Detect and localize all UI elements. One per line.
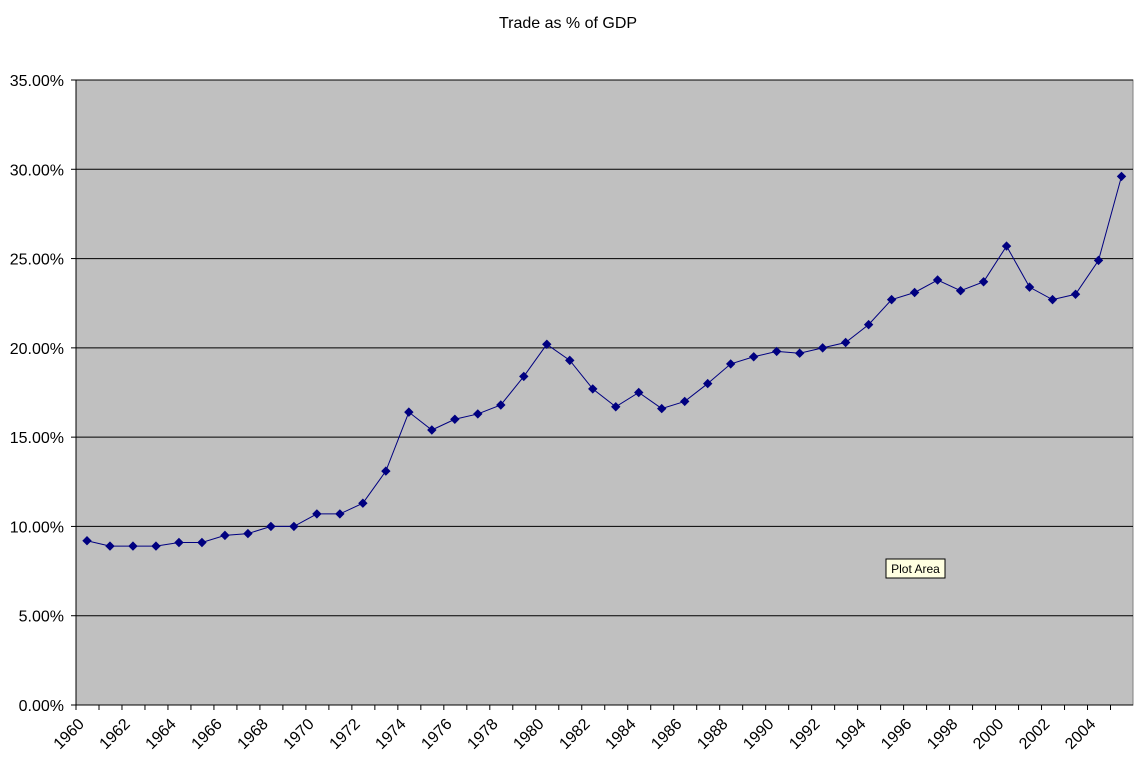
x-tick-label: 1972 [327,716,364,753]
data-point[interactable] [1047,294,1058,305]
x-tick-label: 1970 [281,716,318,753]
gridlines [76,79,1133,617]
data-point[interactable] [220,530,230,541]
data-point[interactable] [725,359,736,369]
x-tick-label: 1960 [51,716,88,753]
y-axis-ticks: 0.00% 5.00% 10.00% 15.00% 20.00% 25.00% 30.00%… [10,73,76,715]
data-point[interactable] [1070,289,1081,299]
data-point[interactable] [817,343,828,353]
x-tick-label: 1982 [556,716,593,753]
data-point[interactable] [702,378,713,389]
y-tick-label: 0.00% [19,698,64,715]
data-point[interactable] [266,521,276,532]
x-tick-label: 1968 [235,716,272,753]
data-point[interactable] [519,371,529,382]
data-point[interactable] [496,400,506,410]
data-point[interactable] [151,541,161,551]
data-point[interactable] [197,537,207,548]
x-tick-label: 1996 [878,716,915,753]
data-point[interactable] [932,275,943,285]
x-tick-label: 1990 [740,716,777,753]
y-tick-label: 5.00% [19,609,64,626]
data-point[interactable] [886,294,897,305]
x-tick-label: 1976 [418,716,455,753]
data-point[interactable] [1024,282,1035,292]
data-point[interactable] [863,319,874,330]
plot-area-tooltip: Plot Area [885,558,946,579]
y-tick-label: 25.00% [10,252,64,269]
data-point[interactable] [335,509,345,519]
data-point[interactable] [473,409,483,419]
data-point[interactable] [128,541,138,551]
series-trade-gdp [82,171,1127,551]
data-point[interactable] [427,425,437,435]
data-point[interactable] [634,387,644,398]
x-axis-ticks: 1960 1962 1964 1966 1968 1970 1972 1974 1976 1978… [51,705,1112,753]
y-tick-label: 20.00% [10,341,64,358]
series-line [86,176,1122,547]
data-point[interactable] [1116,171,1127,182]
data-point[interactable] [289,521,299,532]
x-tick-label: 1988 [694,716,731,753]
x-tick-label: 2000 [970,716,1007,753]
data-point[interactable] [565,355,575,366]
data-point[interactable] [381,466,391,476]
x-tick-label: 1984 [602,716,639,753]
data-point[interactable] [840,337,851,348]
x-tick-label: 1978 [464,716,501,753]
x-tick-label: 1966 [189,716,226,753]
data-point[interactable] [771,346,782,357]
x-tick-label: 1980 [510,716,547,753]
data-point[interactable] [82,536,92,546]
data-point[interactable] [955,286,966,296]
data-point[interactable] [978,277,989,287]
x-tick-label: 1994 [832,716,869,753]
data-point[interactable] [1001,241,1012,251]
y-tick-label: 35.00% [10,73,64,90]
data-point[interactable] [312,509,322,519]
data-point[interactable] [450,414,460,424]
data-point[interactable] [680,396,690,407]
data-point[interactable] [794,348,805,358]
plot-area[interactable] [75,79,1134,706]
x-tick-label: 1992 [786,716,823,753]
tooltip-text: Plot Area [891,562,940,576]
data-point[interactable] [404,407,414,417]
data-point[interactable] [657,403,667,414]
data-point[interactable] [105,541,115,551]
chart-title: Trade as % of GDP [499,15,637,32]
x-tick-label: 1986 [648,716,685,753]
data-point[interactable] [243,528,253,539]
y-tick-label: 15.00% [10,430,64,447]
data-point[interactable] [1093,255,1104,266]
data-point[interactable] [358,498,368,508]
x-tick-label: 2004 [1062,716,1099,753]
data-point[interactable] [748,352,759,362]
x-tick-label: 1962 [97,716,134,753]
x-tick-label: 2002 [1016,716,1053,753]
y-tick-label: 30.00% [10,162,64,179]
x-tick-label: 1964 [143,716,180,753]
data-point[interactable] [909,287,920,298]
data-point[interactable] [588,384,598,394]
x-tick-label: 1974 [372,716,409,753]
data-point[interactable] [542,339,552,349]
x-tick-label: 1998 [924,716,961,753]
data-point[interactable] [611,402,621,412]
y-tick-label: 10.00% [10,519,64,536]
data-point[interactable] [174,537,184,548]
